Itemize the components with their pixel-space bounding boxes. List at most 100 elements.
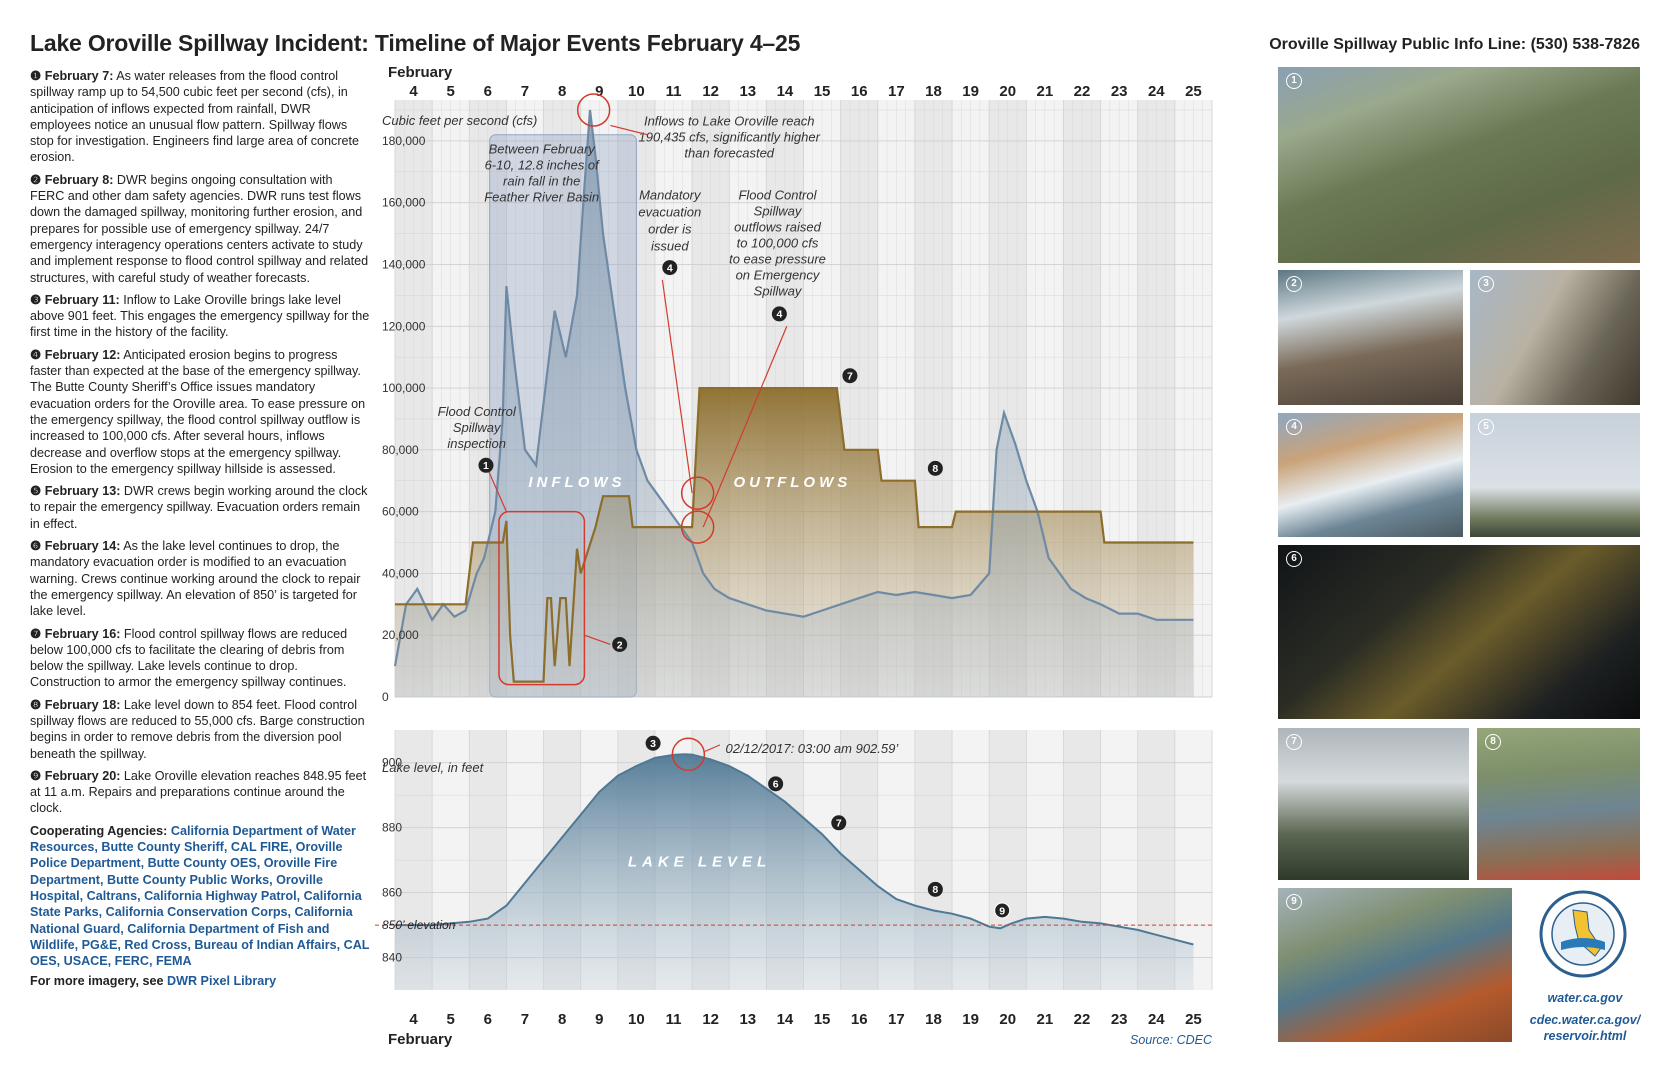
events-list: ❶ February 7: As water releases from the… bbox=[30, 68, 370, 990]
outflows-line bbox=[395, 387, 1194, 683]
event-marker-9-num: 9 bbox=[999, 905, 1005, 917]
inflows-line bbox=[393, 109, 1194, 667]
inflows-label: INFLOWS bbox=[528, 474, 625, 491]
event-marker-9-dot bbox=[994, 902, 1011, 919]
x-tick-label-bottom: 24 bbox=[1148, 1011, 1165, 1028]
x-tick-label-bottom: 17 bbox=[888, 1011, 905, 1028]
event-item: ❼ February 16: Flood control spillway fl… bbox=[30, 626, 370, 691]
annotation-evacuation: Mandatory evacuation order is issued bbox=[638, 188, 702, 254]
photo-helicopter: 5 bbox=[1470, 413, 1640, 537]
agencies-list[interactable]: California Department of Water Resources… bbox=[30, 823, 370, 969]
x-tick-label-bottom: 11 bbox=[666, 1011, 682, 1028]
x-tick-label-bottom: 25 bbox=[1185, 1011, 1202, 1028]
x-tick-label-top: 24 bbox=[1148, 83, 1165, 100]
x-tick-label-bottom: 14 bbox=[777, 1011, 794, 1028]
x-tick-label-bottom: 18 bbox=[925, 1011, 942, 1028]
x-tick-label-top: 6 bbox=[484, 83, 492, 100]
x-tick-label-bottom: 8 bbox=[558, 1011, 566, 1028]
water-link[interactable]: water.ca.gov bbox=[1547, 991, 1623, 1005]
x-tick-label-top: 17 bbox=[888, 83, 905, 100]
photo-lake-aerial: 9 bbox=[1278, 888, 1512, 1042]
inflows-area bbox=[395, 110, 1194, 697]
event-text: As the lake level continues to drop, the… bbox=[30, 539, 361, 619]
event-item: ❷ February 8: DWR begins ongoing consult… bbox=[30, 172, 370, 286]
photo-number: 1 bbox=[1286, 73, 1302, 89]
event-text: Flood control spillway flows are reduced… bbox=[30, 626, 348, 690]
x-tick-label-top: 25 bbox=[1185, 83, 1202, 100]
x-tick-label-bottom: 22 bbox=[1074, 1011, 1091, 1028]
event-num: ❾ bbox=[30, 768, 42, 783]
event-marker-4b-dot bbox=[771, 306, 787, 322]
x-tick-label-top: 4 bbox=[409, 83, 418, 100]
x-tick-label-bottom: 13 bbox=[739, 1011, 756, 1028]
event-marker-4-dot bbox=[662, 260, 678, 276]
event-text: Anticipated erosion begins to progress f… bbox=[30, 347, 366, 476]
event-date: February 8: bbox=[44, 172, 114, 187]
peak-inflow-circle bbox=[576, 93, 611, 127]
event-item: ❹ February 12: Anticipated erosion begin… bbox=[30, 347, 370, 477]
links: water.ca.gov cdec.water.ca.gov/ reservoi… bbox=[1520, 990, 1650, 1044]
lake-level-area bbox=[395, 754, 1194, 990]
test-flow-leader bbox=[584, 634, 611, 646]
page-title: Lake Oroville Spillway Incident: Timelin… bbox=[30, 30, 801, 56]
peak-lake-circle bbox=[671, 737, 706, 772]
x-tick-label-top: 13 bbox=[739, 83, 756, 100]
event-num: ❶ bbox=[30, 69, 42, 83]
annotations: Between February 6-10, 12.8 inches of rain… bbox=[438, 93, 1011, 919]
annotation-peak-lake: 02/12/2017: 03:00 am 902.59’ bbox=[726, 741, 900, 756]
y-tick-label-lake: 900 bbox=[382, 756, 402, 770]
cdec-link[interactable]: cdec.water.ca.gov/ bbox=[1529, 1013, 1641, 1027]
y-axis-label-lake: Lake level, in feet bbox=[382, 760, 485, 775]
y-tick-label-flow: 20,000 bbox=[382, 628, 419, 642]
event-marker-3-num: 3 bbox=[650, 738, 656, 750]
cdec-link-path[interactable]: reservoir.html bbox=[1543, 1029, 1627, 1043]
x-tick-label-bottom: 12 bbox=[702, 1011, 719, 1028]
event-num: ❼ bbox=[30, 626, 42, 641]
lake-level-label: LAKE LEVEL bbox=[628, 854, 771, 871]
pixel-library-link[interactable]: DWR Pixel Library bbox=[166, 974, 277, 989]
x-tick-label-top: 8 bbox=[558, 83, 566, 100]
x-tick-label-top: 10 bbox=[628, 83, 645, 100]
y-tick-label-lake: 840 bbox=[382, 951, 402, 965]
photo-barge-construction: 8 bbox=[1477, 728, 1640, 880]
peak-lake-leader bbox=[704, 744, 721, 752]
x-tick-label-top: 19 bbox=[962, 83, 979, 100]
event-date: February 12: bbox=[44, 347, 121, 362]
event-marker-6-num: 6 bbox=[773, 779, 779, 791]
annotation-peak-inflow: Inflows to Lake Oroville reach 190,435 cf… bbox=[639, 113, 821, 160]
event-marker-4-num: 4 bbox=[667, 262, 673, 274]
event-marker-6-dot bbox=[768, 776, 784, 792]
event-date: February 14: bbox=[44, 539, 121, 554]
photo-number: 4 bbox=[1286, 419, 1302, 435]
event-marker-1-num: 1 bbox=[483, 460, 489, 472]
event-item: ❽ February 18: Lake level down to 854 fe… bbox=[30, 697, 370, 762]
event-marker-7-lake-dot bbox=[831, 815, 847, 831]
y-tick-label-flow: 120,000 bbox=[382, 319, 426, 333]
event-marker-7-lake-num: 7 bbox=[836, 818, 842, 830]
y-axis-label-flow: Cubic feet per second (cfs) bbox=[382, 113, 537, 128]
evacuation-leader bbox=[661, 279, 693, 494]
x-tick-label-top: 9 bbox=[595, 83, 603, 100]
event-date: February 7: bbox=[44, 69, 114, 83]
event-date: February 13: bbox=[44, 484, 121, 499]
event-text: Lake Oroville elevation reaches 848.95 f… bbox=[30, 768, 367, 816]
y-tick-label-flow: 40,000 bbox=[382, 566, 419, 580]
x-tick-label-bottom: 16 bbox=[851, 1011, 868, 1028]
event-marker-8-lake-num: 8 bbox=[932, 884, 938, 896]
x-tick-label-top: 21 bbox=[1037, 83, 1054, 100]
event-marker-4b-num: 4 bbox=[776, 309, 782, 321]
x-tick-label-bottom: 7 bbox=[521, 1011, 529, 1028]
event-num: ❸ bbox=[30, 292, 42, 307]
outflow-raise-circle bbox=[680, 510, 715, 544]
x-tick-label-top: 16 bbox=[851, 83, 868, 100]
x-tick-label-bottom: 19 bbox=[962, 1011, 979, 1028]
more-label: For more imagery, see bbox=[30, 974, 164, 989]
reference-line-label: 850’ elevation bbox=[382, 918, 456, 932]
x-tick-label-bottom: 4 bbox=[409, 1011, 418, 1028]
x-tick-label-bottom: 21 bbox=[1037, 1011, 1054, 1028]
photo-number: 3 bbox=[1478, 276, 1494, 292]
axis-top-label: February bbox=[388, 64, 453, 81]
x-tick-label-top: 23 bbox=[1111, 83, 1128, 100]
x-tick-label-bottom: 5 bbox=[447, 1011, 455, 1028]
